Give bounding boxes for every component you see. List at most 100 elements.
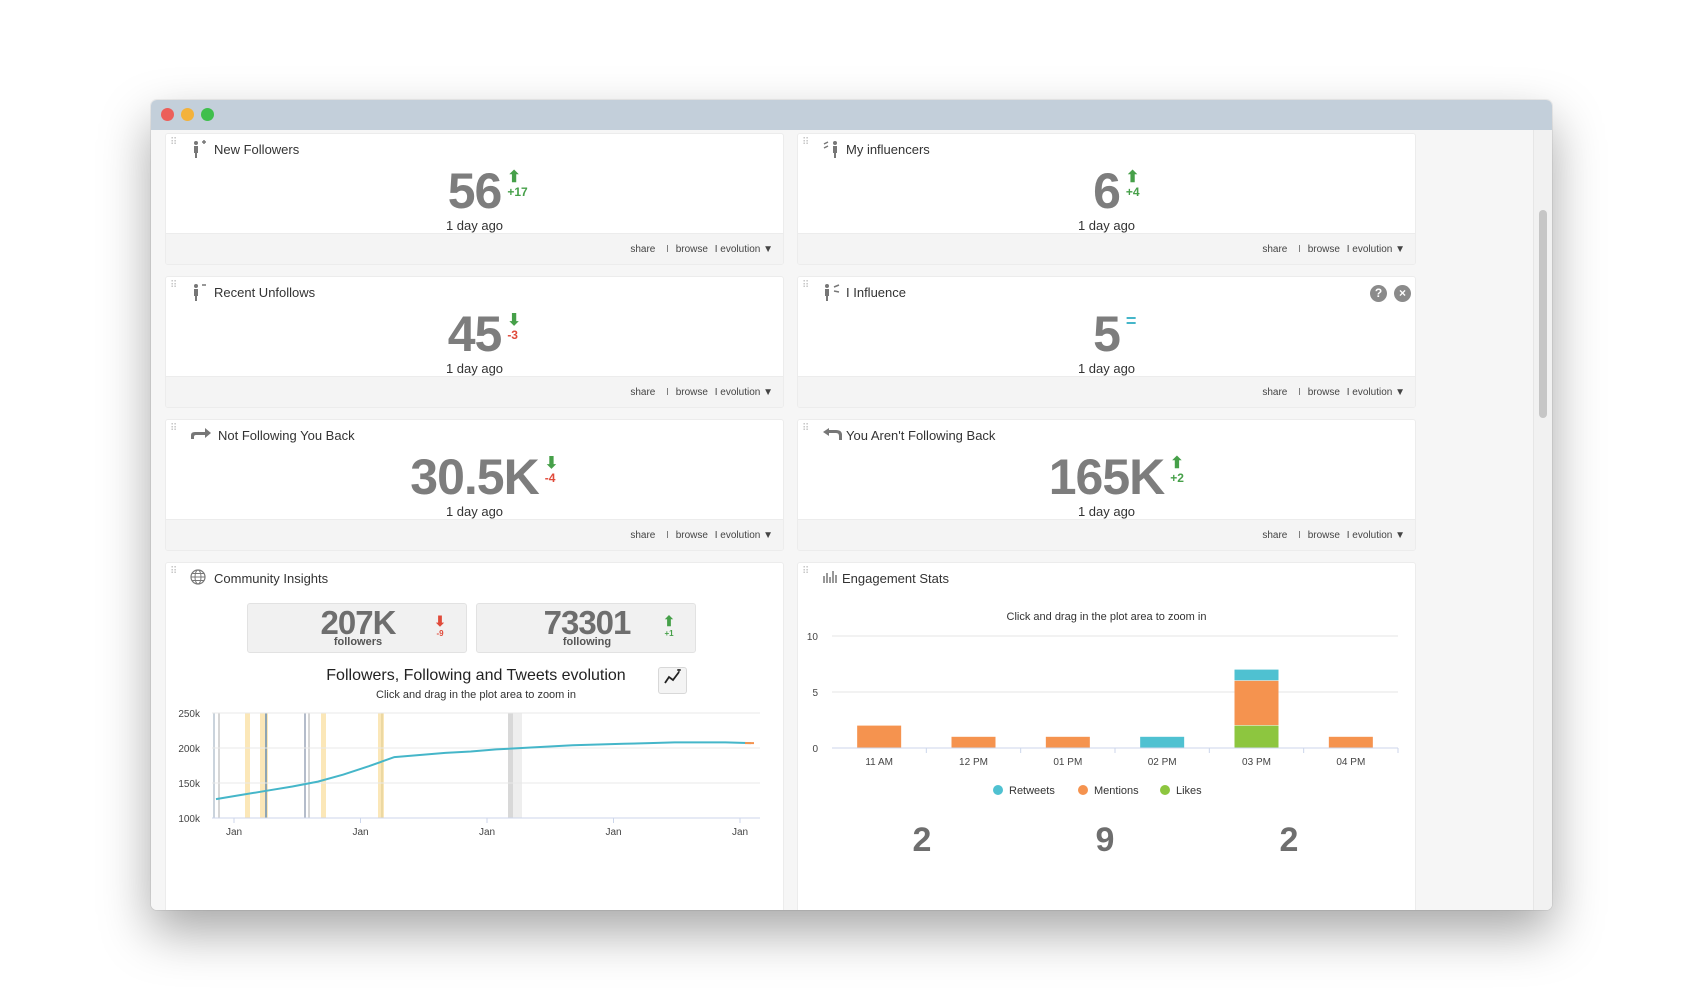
following-metric: 73301 following ⬆ +1 <box>476 603 696 653</box>
evolution-dropdown[interactable]: I evolution ▼ <box>714 530 773 541</box>
timestamp: 1 day ago <box>1077 504 1136 519</box>
card-title: New Followers <box>214 142 300 157</box>
drag-handle[interactable]: ⠿ <box>802 137 811 148</box>
drag-handle[interactable]: ⠿ <box>170 137 179 148</box>
delta-value: +4 <box>1125 185 1140 199</box>
separator: I <box>1298 530 1301 541</box>
evolution-dropdown[interactable]: I evolution ▼ <box>714 244 773 255</box>
share-link[interactable]: share <box>1262 244 1288 255</box>
browse-link[interactable]: browse <box>1307 244 1340 255</box>
followers-metric: 207K followers ⬇ -9 <box>247 603 467 653</box>
following-delta: +1 <box>664 629 674 638</box>
y-tick-label: 10 <box>807 632 819 643</box>
stat-value: 165K <box>1048 449 1166 505</box>
separator: I <box>666 244 669 255</box>
vertical-scrollbar[interactable] <box>1533 130 1552 910</box>
drag-handle[interactable]: ⠿ <box>170 423 179 434</box>
chart-title: Followers, Following and Tweets evolutio… <box>326 667 626 684</box>
arrow-down-icon: ⬇ <box>507 312 521 329</box>
event-band <box>321 713 326 818</box>
browse-link[interactable]: browse <box>1307 530 1340 541</box>
arrow-up-icon: ⬆ <box>507 169 521 186</box>
card-title: My influencers <box>846 142 930 157</box>
evolution-dropdown[interactable]: I evolution ▼ <box>1346 530 1405 541</box>
browse-link[interactable]: browse <box>675 244 708 255</box>
separator: I <box>666 530 669 541</box>
y-tick-label: 5 <box>812 688 818 699</box>
evolution-dropdown[interactable]: I evolution ▼ <box>1346 387 1405 398</box>
card-title: Engagement Stats <box>842 571 949 586</box>
engagement-bar-chart[interactable]: 10 5 0 11 AM 12 PM 01 PM 02 PM 03 PM 04 PM Retwee… <box>798 623 1415 803</box>
zoom-window-button[interactable] <box>201 108 214 121</box>
scrollbar-thumb[interactable] <box>1539 210 1547 418</box>
separator: I <box>1298 387 1301 398</box>
followers-delta: -9 <box>436 629 444 638</box>
separator: I <box>666 387 669 398</box>
chart-type-button[interactable] <box>658 667 687 694</box>
drag-handle[interactable]: ⠿ <box>802 566 811 577</box>
browse-link[interactable]: browse <box>675 530 708 541</box>
card-footer: share I browse I evolution ▼ <box>798 233 1415 264</box>
x-tick-label: Jan <box>479 827 495 838</box>
followers-line-chart[interactable]: 250k 200k 150k 100k Jan Jan Jan Jan Jan <box>166 701 783 841</box>
legend-marker <box>993 785 1003 795</box>
x-tick-label: 02 PM <box>1148 757 1177 768</box>
drag-handle[interactable]: ⠿ <box>802 423 811 434</box>
dashboard: ⠿ New Followers 56 ⬆ +17 1 day ago share <box>151 130 1552 910</box>
timestamp: 1 day ago <box>1077 218 1136 233</box>
share-link[interactable]: share <box>1262 387 1288 398</box>
delta-value: -3 <box>507 328 518 342</box>
card-not-following-back: ⠿ Not Following You Back 30.5K ⬇ -4 1 da… <box>165 419 784 551</box>
browse-link[interactable]: browse <box>675 387 708 398</box>
legend-label: Mentions <box>1094 785 1139 797</box>
delta-value: +17 <box>507 185 528 199</box>
share-link[interactable]: share <box>630 530 656 541</box>
browse-link[interactable]: browse <box>1307 387 1340 398</box>
share-link[interactable]: share <box>1262 530 1288 541</box>
legend-label: Retweets <box>1009 785 1055 797</box>
y-tick-label: 0 <box>812 744 818 755</box>
share-link[interactable]: share <box>630 387 656 398</box>
following-label: following <box>562 636 612 648</box>
influencers-icon <box>822 140 842 158</box>
evolution-dropdown[interactable]: I evolution ▼ <box>714 387 773 398</box>
drag-handle[interactable]: ⠿ <box>170 280 179 291</box>
bar-segment-mentions <box>857 725 902 748</box>
bar-segment-mentions <box>1328 736 1373 748</box>
drag-handle[interactable]: ⠿ <box>802 280 811 291</box>
delta-value: +2 <box>1170 471 1184 485</box>
card-title: Recent Unfollows <box>214 285 316 300</box>
timestamp: 1 day ago <box>1077 361 1136 376</box>
share-link[interactable]: share <box>630 244 656 255</box>
minimize-window-button[interactable] <box>181 108 194 121</box>
close-window-button[interactable] <box>161 108 174 121</box>
x-tick-label: 01 PM <box>1053 757 1082 768</box>
bar-segment-retweets <box>1140 736 1185 748</box>
drag-handle[interactable]: ⠿ <box>170 566 179 577</box>
event-band <box>378 713 384 818</box>
return-arrow-icon <box>822 426 842 444</box>
card-footer: share I browse I evolution ▼ <box>166 376 783 407</box>
x-tick-label: 12 PM <box>959 757 988 768</box>
bar-chart-icon <box>822 569 842 587</box>
following-value: 73301 <box>543 604 632 641</box>
chart-subtitle: Click and drag in the plot area to zoom … <box>1006 611 1207 623</box>
card-title: You Aren't Following Back <box>846 428 996 443</box>
card-community-insights: ⠿ Community Insights 207K followers ⬇ -9… <box>165 562 784 910</box>
help-button[interactable]: ? <box>1370 285 1387 302</box>
arrow-down-icon: ⬇ <box>544 455 559 472</box>
close-card-button[interactable]: × <box>1394 285 1411 302</box>
card-you-not-following-back: ⠿ You Aren't Following Back 165K ⬆ +2 1 … <box>797 419 1416 551</box>
legend-marker <box>1078 785 1088 795</box>
x-tick-label: Jan <box>732 827 748 838</box>
delta-value: -4 <box>544 471 556 485</box>
evolution-dropdown[interactable]: I evolution ▼ <box>1346 244 1405 255</box>
event-band <box>260 713 268 818</box>
stat-value: 30.5K <box>410 449 539 505</box>
arrow-up-icon: ⬆ <box>1125 169 1140 186</box>
x-tick-label: Jan <box>605 827 621 838</box>
stat-value: 5 <box>1093 306 1121 362</box>
x-tick-label: 04 PM <box>1336 757 1365 768</box>
bar-segment-mentions <box>1045 736 1090 748</box>
y-tick-label: 200k <box>178 744 201 755</box>
